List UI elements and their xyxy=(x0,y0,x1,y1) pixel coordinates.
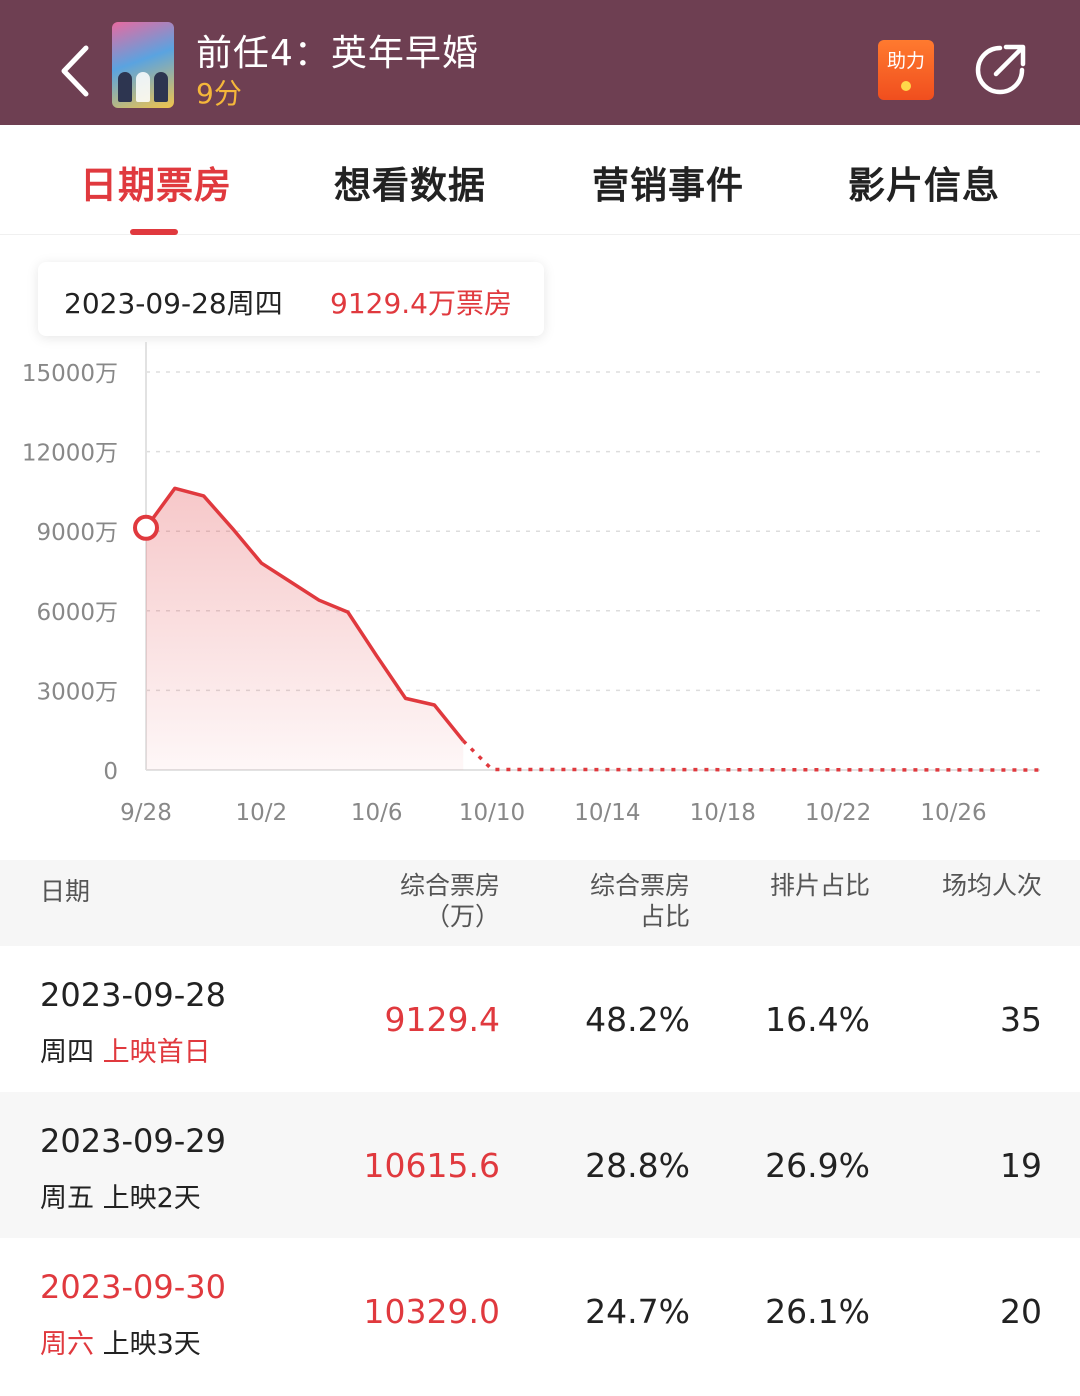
row-date: 2023-09-30 xyxy=(40,1268,226,1306)
movie-title: 前任4：英年早婚 xyxy=(196,33,479,74)
row-box-share: 28.8% xyxy=(585,1146,690,1185)
active-tab-indicator xyxy=(130,229,178,235)
row-schedule-share: 16.4% xyxy=(765,1000,870,1039)
table-row[interactable]: 2023-09-28 周四 上映首日 9129.4 48.2% 16.4% 35 xyxy=(0,946,1080,1092)
tab-bar: 日期票房 想看数据 营销事件 影片信息 xyxy=(0,125,1080,235)
table-header: 日期 综合票房 （万） 综合票房 占比 排片占比 场均人次 xyxy=(0,860,1080,946)
row-schedule-share: 26.1% xyxy=(765,1292,870,1331)
back-arrow-icon[interactable] xyxy=(52,36,102,106)
row-weekday: 周六 xyxy=(40,1329,94,1360)
tab-daily-box-office[interactable]: 日期票房 xyxy=(80,164,232,207)
header-box-office-line1: 综合票房 xyxy=(399,871,500,900)
y-tick-label: 15000万 xyxy=(22,361,118,387)
series-line xyxy=(144,486,465,742)
header-schedule-share: 排片占比 xyxy=(769,871,870,900)
x-tick-label: 10/18 xyxy=(690,800,756,826)
row-box-share: 48.2% xyxy=(585,1000,690,1039)
header-box-office-line2: （万） xyxy=(424,902,500,931)
x-tick-label: 10/22 xyxy=(805,800,871,826)
y-tick-label: 3000万 xyxy=(36,679,118,705)
movie-score: 9分 xyxy=(196,77,242,110)
row-date: 2023-09-29 xyxy=(40,1122,226,1160)
y-tick-label: 9000万 xyxy=(36,520,118,546)
row-avg-attendance: 20 xyxy=(1000,1292,1042,1331)
x-tick-label: 10/14 xyxy=(574,800,640,826)
movie-poster[interactable] xyxy=(112,22,174,108)
y-tick-label: 0 xyxy=(103,759,118,785)
row-day-info: 周六 上映3天 xyxy=(40,1322,201,1361)
series-area xyxy=(146,488,464,770)
x-tick-label: 10/10 xyxy=(459,800,525,826)
y-tick-label: 6000万 xyxy=(36,600,118,626)
share-icon[interactable] xyxy=(970,40,1030,100)
tab-film-info[interactable]: 影片信息 xyxy=(848,164,1000,207)
header-box-office: 综合票房 （万） xyxy=(390,870,500,932)
row-avg-attendance: 19 xyxy=(1000,1146,1042,1185)
header-box-share-line2: 占比 xyxy=(639,902,690,931)
row-box-office: 10329.0 xyxy=(363,1292,500,1331)
row-weekday: 周五 xyxy=(40,1183,94,1214)
y-tick-label: 12000万 xyxy=(22,441,118,467)
tooltip-value: 9129.4万票房 xyxy=(330,287,512,320)
x-tick-label: 9/28 xyxy=(120,800,172,826)
header-date: 日期 xyxy=(40,877,91,906)
tooltip-date: 2023-09-28周四 xyxy=(64,287,283,320)
row-day-info: 周四 上映首日 xyxy=(40,1030,211,1069)
header-avg-attendance: 场均人次 xyxy=(941,871,1042,900)
tab-marketing-events[interactable]: 营销事件 xyxy=(592,164,744,207)
highlight-point[interactable] xyxy=(133,514,159,541)
top-bar: 前任4：英年早婚 9分 助力 xyxy=(0,0,1080,125)
help-boost-label: 助力 xyxy=(886,50,925,72)
row-box-share: 24.7% xyxy=(585,1292,690,1331)
table-row[interactable]: 2023-09-29 周五 上映2天 10615.6 28.8% 26.9% 1… xyxy=(0,1092,1080,1238)
box-office-line-chart[interactable]: 15000万 12000万 9000万 6000万 3000万 09/28 10/2 10/6… xyxy=(0,340,1080,850)
x-tick-label: 10/6 xyxy=(351,800,403,826)
coin-icon xyxy=(901,81,911,91)
row-day-info: 周五 上映2天 xyxy=(40,1176,201,1215)
table-row[interactable]: 2023-09-30 周六 上映3天 10329.0 24.7% 26.1% 2… xyxy=(0,1238,1080,1384)
x-tick-label: 10/2 xyxy=(236,800,288,826)
row-box-office: 10615.6 xyxy=(363,1146,500,1185)
row-status: 上映首日 xyxy=(102,1037,211,1068)
chart-tooltip: 2023-09-28周四 9129.4万票房 xyxy=(38,262,544,336)
row-weekday: 周四 xyxy=(40,1037,94,1068)
row-schedule-share: 26.9% xyxy=(765,1146,870,1185)
help-boost-button[interactable]: 助力 xyxy=(878,40,934,100)
row-box-office: 9129.4 xyxy=(384,1000,500,1039)
header-box-share-line1: 综合票房 xyxy=(589,871,690,900)
row-avg-attendance: 35 xyxy=(1000,1000,1042,1039)
header-box-share: 综合票房 占比 xyxy=(578,870,690,932)
row-status: 上映2天 xyxy=(102,1183,201,1214)
projected-line xyxy=(461,739,1041,772)
tab-want-to-see[interactable]: 想看数据 xyxy=(334,164,486,207)
row-status: 上映3天 xyxy=(102,1329,201,1360)
row-date: 2023-09-28 xyxy=(40,976,226,1014)
x-tick-label: 10/26 xyxy=(920,800,986,826)
